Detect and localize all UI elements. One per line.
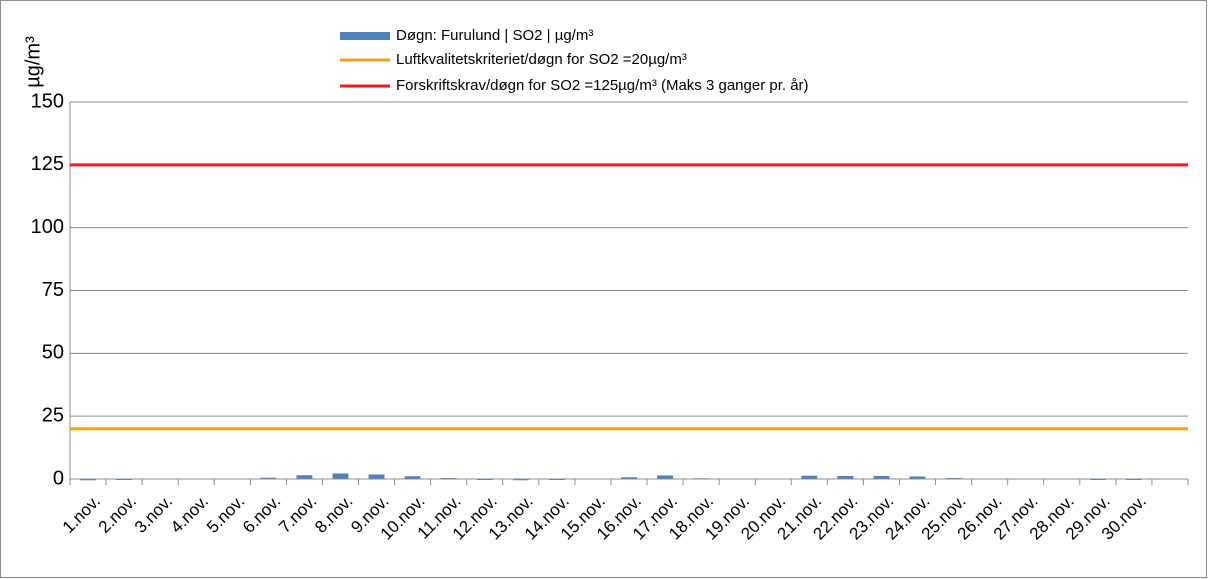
- y-tick-label: 50: [42, 342, 64, 364]
- y-tick-label: 75: [42, 279, 64, 301]
- y-tick-label: 150: [31, 90, 64, 112]
- bar: [945, 477, 962, 479]
- bar: [621, 477, 637, 479]
- legend-label: Forskriftskrav/døgn for SO2 =125µg/m³ (M…: [396, 77, 809, 94]
- bar: [116, 479, 133, 481]
- bar: [801, 475, 818, 479]
- bar: [512, 479, 529, 481]
- bar: [296, 475, 313, 479]
- legend-swatch: [340, 32, 390, 40]
- bar: [1125, 479, 1142, 481]
- bar: [548, 479, 565, 481]
- bar: [657, 475, 673, 479]
- y-tick-label: 25: [42, 404, 64, 426]
- bar: [1089, 479, 1106, 481]
- bar: [873, 475, 890, 479]
- bar: [837, 475, 854, 479]
- y-tick-label: 0: [53, 467, 64, 489]
- bar: [260, 477, 277, 479]
- bar: [80, 479, 96, 481]
- legend-label: Døgn: Furulund | SO2 | µg/m³: [396, 27, 593, 44]
- bar: [909, 476, 926, 479]
- bar: [476, 479, 493, 481]
- y-tick-label: 100: [31, 216, 64, 238]
- legend-label: Luftkvalitetskriteriet/døgn for SO2 =20µ…: [396, 51, 687, 68]
- bar: [404, 476, 421, 479]
- bar: [440, 477, 457, 479]
- y-tick-label: 125: [31, 153, 64, 175]
- y-axis-label: µg/m³: [22, 36, 44, 88]
- bar: [332, 473, 349, 479]
- bar: [368, 474, 385, 479]
